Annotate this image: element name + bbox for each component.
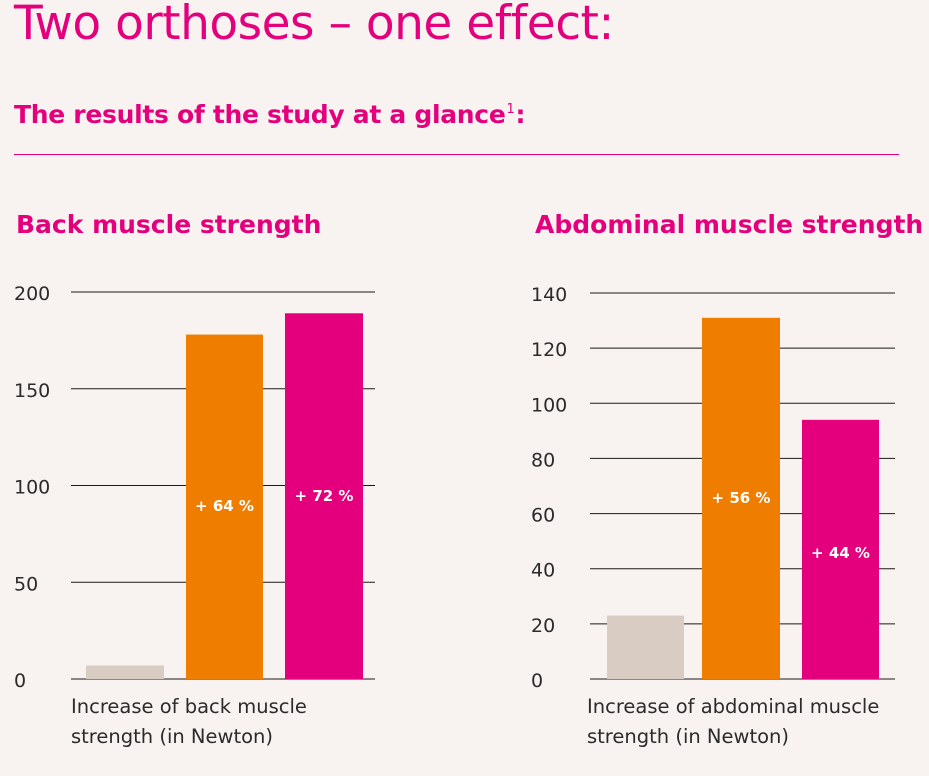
y-tick-label: 100 bbox=[14, 477, 50, 499]
y-tick-label: 200 bbox=[14, 283, 50, 305]
y-tick-label: 100 bbox=[531, 394, 567, 416]
subtitle-suffix: : bbox=[515, 100, 526, 129]
bar-data-label: + 72 % bbox=[295, 487, 354, 505]
chart-abdominal-muscle: 0 20 40 60 80 100 120 140 + 56 % + 44 % bbox=[531, 284, 895, 692]
y-tick-label: 0 bbox=[531, 670, 543, 692]
chart-title-abdominal: Abdominal muscle strength bbox=[535, 210, 924, 239]
bar-data-label: + 56 % bbox=[712, 489, 771, 507]
y-tick-label: 60 bbox=[531, 505, 555, 527]
bar bbox=[802, 419, 879, 679]
y-tick-label: 140 bbox=[531, 284, 567, 306]
page-title: Two orthoses – one effect: bbox=[14, 0, 614, 51]
bar bbox=[702, 317, 780, 679]
bar bbox=[285, 313, 363, 679]
y-tick-label: 150 bbox=[14, 380, 50, 402]
page-subtitle: The results of the study at a glance1: bbox=[14, 100, 525, 129]
y-tick-label: 50 bbox=[14, 573, 38, 595]
bar-data-label: + 64 % bbox=[195, 497, 254, 515]
xlabel-abdominal: Increase of abdominal muscle strength (i… bbox=[587, 695, 880, 748]
footnote-mark: 1 bbox=[506, 102, 515, 117]
y-tick-label: 120 bbox=[531, 339, 567, 361]
bar bbox=[186, 334, 263, 679]
divider-rule bbox=[14, 154, 899, 155]
y-tick-label: 0 bbox=[14, 670, 26, 692]
subtitle-text: The results of the study at a glance bbox=[14, 100, 506, 129]
xlabel-back: Increase of back muscle strength (in New… bbox=[71, 695, 307, 748]
y-tick-label: 40 bbox=[531, 560, 555, 582]
bar bbox=[86, 665, 164, 679]
chart-title-back: Back muscle strength bbox=[16, 210, 322, 239]
bar-data-label: + 44 % bbox=[811, 544, 870, 562]
y-tick-label: 80 bbox=[531, 449, 555, 471]
chart-back-muscle: 0 50 100 150 200 + 64 % + 72 % bbox=[14, 283, 375, 692]
y-tick-label: 20 bbox=[531, 615, 555, 637]
bar bbox=[607, 615, 684, 679]
